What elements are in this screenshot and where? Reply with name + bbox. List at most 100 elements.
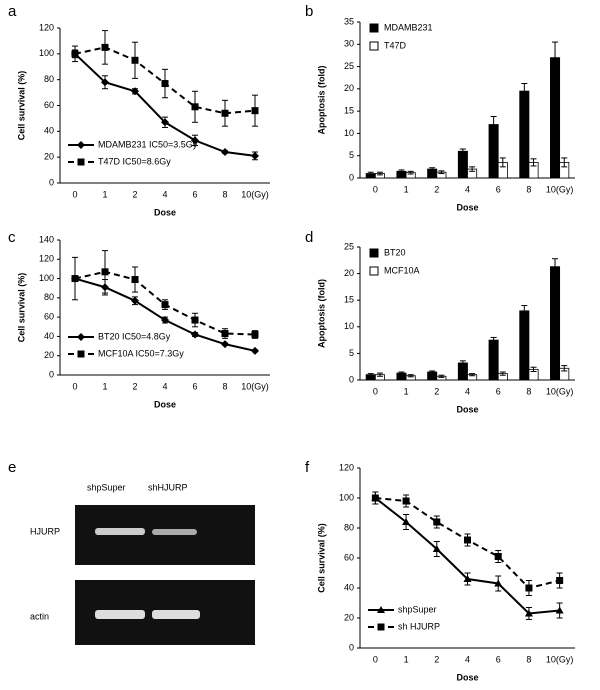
y-tick-label: 120 (339, 462, 354, 472)
y-tick-label: 0 (349, 374, 354, 384)
legend-label: MDAMB231 IC50=3.5Gy (98, 139, 198, 149)
y-axis-title: Apoptosis (fold) (316, 66, 326, 135)
y-tick-label: 0 (349, 642, 354, 652)
marker (251, 331, 259, 338)
marker (221, 109, 229, 117)
marker (191, 136, 199, 145)
panel-label: e (8, 459, 16, 476)
legend-swatch (369, 41, 379, 51)
marker (161, 118, 169, 127)
bar (457, 150, 468, 179)
y-tick-label: 80 (344, 522, 354, 532)
y-tick-label: 35 (344, 16, 354, 26)
x-tick-label: 10(Gy) (546, 654, 574, 664)
x-tick-label: 10(Gy) (546, 184, 574, 194)
x-tick-label: 4 (162, 189, 167, 199)
marker (77, 333, 85, 341)
x-tick-label: 0 (72, 381, 77, 391)
y-axis-title: Cell survival (%) (16, 273, 26, 343)
legend-label: MCF10A (384, 265, 420, 275)
marker (251, 346, 259, 355)
x-tick-label: 1 (102, 189, 107, 199)
marker (494, 553, 502, 560)
x-tick-label: 6 (192, 381, 197, 391)
bar (550, 266, 561, 381)
marker (191, 316, 199, 324)
y-tick-label: 0 (49, 369, 54, 379)
y-tick-label: 5 (349, 348, 354, 358)
marker (131, 56, 139, 64)
y-tick-label: 0 (349, 172, 354, 182)
marker (556, 577, 564, 584)
marker (77, 141, 85, 149)
legend-label: MDAMB231 (384, 22, 433, 32)
legend-label: T47D (384, 40, 407, 50)
band-label: HJURP (30, 526, 60, 536)
marker (464, 536, 471, 544)
y-tick-label: 120 (39, 254, 54, 264)
x-axis-title: Dose (456, 404, 478, 414)
y-tick-label: 5 (349, 150, 354, 160)
marker (77, 350, 85, 358)
panel-label: f (305, 459, 310, 476)
gel-band (152, 610, 200, 619)
y-tick-label: 20 (344, 612, 354, 622)
x-tick-label: 8 (526, 654, 531, 664)
y-tick-label: 60 (344, 552, 354, 562)
x-axis-title: Dose (456, 672, 478, 682)
marker (525, 584, 533, 592)
x-tick-label: 6 (496, 184, 501, 194)
bar (550, 57, 561, 179)
panel-label: d (305, 229, 313, 246)
marker (131, 276, 139, 284)
y-axis-title: Cell survival (%) (16, 71, 26, 141)
x-tick-label: 1 (102, 381, 107, 391)
y-tick-label: 0 (49, 177, 54, 187)
y-tick-label: 80 (44, 74, 54, 84)
y-tick-label: 20 (344, 268, 354, 278)
gel-panel: e shpSuper shHJURP HJURP actin (8, 459, 255, 645)
legend-label: shpSuper (398, 604, 437, 614)
y-tick-label: 10 (344, 128, 354, 138)
x-tick-label: 0 (373, 184, 378, 194)
marker (402, 497, 410, 505)
panel-label: a (8, 3, 17, 20)
line (374, 497, 560, 615)
lane-label: shpSuper (87, 482, 126, 492)
legend-label: sh HJURP (398, 621, 440, 631)
x-tick-label: 0 (373, 386, 378, 396)
marker (101, 43, 109, 51)
x-tick-label: 6 (192, 189, 197, 199)
y-tick-label: 25 (344, 241, 354, 251)
x-tick-label: 1 (404, 386, 409, 396)
legend-label: BT20 (384, 247, 406, 257)
y-tick-label: 100 (339, 492, 354, 502)
legend-label: MCF10A IC50=7.3Gy (98, 348, 184, 358)
x-tick-label: 2 (434, 184, 439, 194)
y-tick-label: 15 (344, 106, 354, 116)
x-tick-label: 8 (526, 184, 531, 194)
x-tick-label: 4 (465, 184, 470, 194)
bar (519, 310, 530, 381)
y-tick-label: 40 (44, 126, 54, 136)
lane-label: shHJURP (148, 482, 188, 492)
marker (71, 50, 79, 58)
legend-label: BT20 IC50=4.8Gy (98, 331, 171, 341)
y-tick-label: 80 (44, 292, 54, 302)
gel-band (95, 610, 145, 619)
legend-swatch (369, 248, 379, 258)
x-tick-label: 10(Gy) (241, 189, 269, 199)
marker (251, 151, 259, 160)
x-tick-label: 1 (404, 184, 409, 194)
x-tick-label: 2 (132, 189, 137, 199)
y-tick-label: 20 (44, 152, 54, 162)
marker (77, 158, 85, 166)
marker (191, 103, 199, 111)
gel-band (152, 529, 197, 535)
marker (131, 296, 139, 305)
y-tick-label: 30 (344, 39, 354, 49)
y-tick-label: 20 (344, 83, 354, 93)
x-axis-title: Dose (154, 207, 176, 217)
legend-swatch (369, 23, 379, 33)
